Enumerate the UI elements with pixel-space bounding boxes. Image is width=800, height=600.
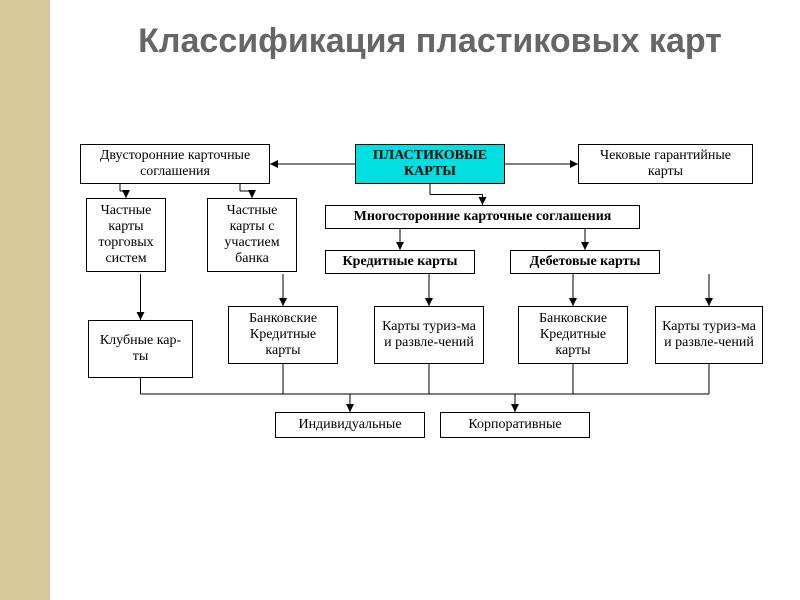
node-credit: Кредитные карты — [325, 250, 475, 274]
node-tourism2: Карты туриз-ма и развле-чений — [655, 306, 763, 364]
node-debit: Дебетовые карты — [510, 250, 660, 274]
slide-sidebar — [0, 0, 50, 600]
node-root: ПЛАСТИКОВЫЕ КАРТЫ — [355, 144, 505, 184]
node-tourism1: Карты туриз-ма и развле-чений — [374, 306, 484, 364]
node-corporate: Корпоративные — [440, 412, 590, 438]
node-priv_bank: Частные карты с участием банка — [207, 198, 297, 272]
node-priv_trade: Частные карты торговых систем — [86, 198, 166, 272]
node-bank_cr2: Банковские Кредитные карты — [518, 306, 628, 364]
node-individual: Индивидуальные — [275, 412, 425, 438]
node-bank_cr1: Банковские Кредитные карты — [228, 306, 338, 364]
node-club: Клубные кар-ты — [88, 320, 193, 378]
node-bilateral: Двусторонние карточные соглашения — [80, 144, 270, 184]
node-multilateral: Многосторонние карточные соглашения — [325, 205, 640, 229]
diagram-connectors — [0, 0, 800, 600]
node-cheque: Чековые гарантийные карты — [578, 144, 753, 184]
slide-title: Классификация пластиковых карт — [90, 22, 770, 61]
